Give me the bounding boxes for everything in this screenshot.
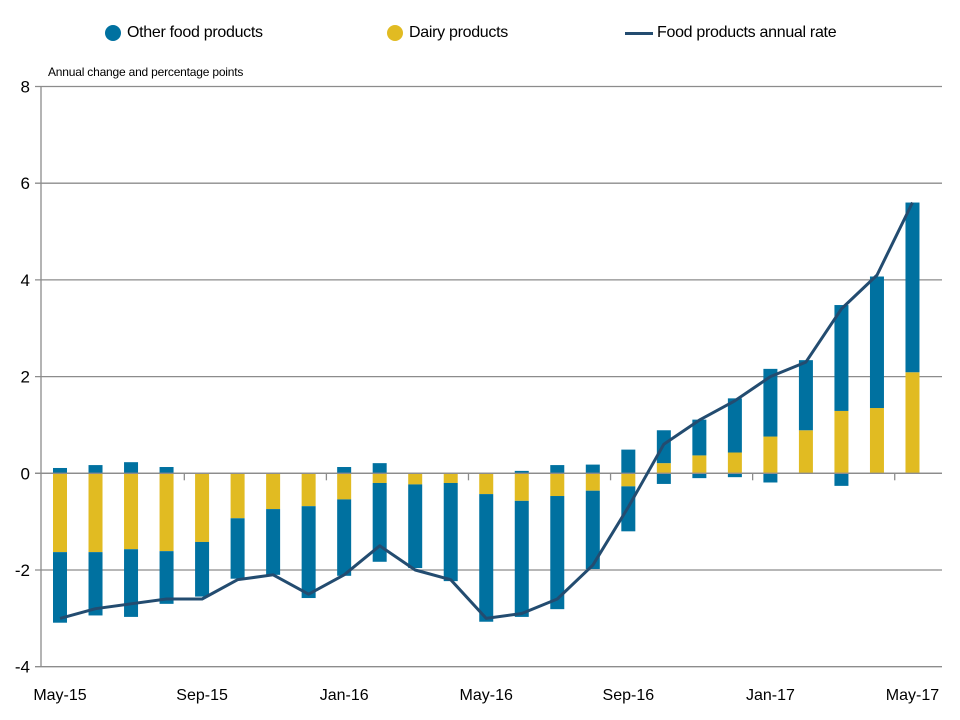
y-axis-unit-label: Annual change and percentage points — [48, 65, 244, 79]
x-tick-label: Jan-16 — [320, 687, 369, 704]
x-tick-label: May-16 — [460, 687, 513, 704]
bar-other-food — [159, 467, 174, 474]
bar-other-food — [514, 470, 529, 474]
x-tick-label: May-15 — [33, 687, 86, 704]
bar-other-food — [266, 509, 281, 575]
legend-item-other-food: Other food products — [105, 24, 263, 42]
bar-other-food — [230, 518, 245, 579]
y-tick-label: -2 — [15, 561, 30, 580]
y-axis-ticks: -4 -2 0 2 4 6 8 — [15, 78, 30, 677]
bar-other-food — [763, 473, 778, 483]
x-tick-label: Jan-17 — [746, 687, 795, 704]
bar-other-food — [692, 419, 707, 456]
axes — [35, 86, 942, 667]
bar-other-food — [372, 482, 387, 562]
bar-dairy — [656, 463, 671, 474]
x-tick-label: Sep-16 — [603, 687, 655, 704]
bar-other-food — [88, 552, 103, 616]
bar-other-food — [763, 368, 778, 437]
bar-dairy — [230, 473, 245, 519]
bar-dairy — [124, 473, 139, 550]
y-tick-label: 6 — [21, 174, 30, 193]
bar-dairy — [159, 473, 174, 552]
bar-dairy — [337, 473, 352, 500]
bar-dairy — [621, 473, 636, 487]
bar-other-food — [692, 473, 707, 479]
x-tick-label: May-17 — [886, 687, 939, 704]
bar-other-food — [408, 484, 423, 569]
legend-label-annual-rate: Food products annual rate — [657, 24, 837, 41]
legend-swatch-dairy — [387, 25, 403, 41]
bar-dairy — [763, 436, 778, 474]
bar-dairy — [301, 473, 316, 507]
bar-other-food — [124, 549, 139, 617]
bar-other-food — [159, 551, 174, 604]
bar-dairy — [798, 430, 813, 474]
bar-dairy — [585, 473, 600, 491]
bar-dairy — [88, 473, 103, 553]
bar-dairy — [550, 473, 565, 497]
bar-other-food — [727, 473, 742, 478]
x-tick-label: Sep-15 — [176, 687, 228, 704]
y-tick-label: 2 — [21, 368, 30, 387]
legend-label-other-food: Other food products — [127, 24, 263, 41]
legend-swatch-annual-rate — [625, 31, 653, 35]
legend-label-dairy: Dairy products — [409, 24, 508, 41]
bar-other-food — [88, 465, 103, 474]
bar-other-food — [301, 506, 316, 599]
bar-other-food — [834, 305, 849, 411]
bar-dairy — [53, 473, 67, 553]
bar-dairy — [479, 473, 494, 495]
bar-other-food — [621, 449, 636, 474]
legend-item-dairy: Dairy products — [387, 24, 508, 42]
bar-other-food — [337, 499, 352, 576]
bar-dairy — [905, 372, 920, 474]
y-tick-label: 8 — [21, 78, 30, 97]
bar-other-food — [53, 467, 67, 474]
bar-dairy — [514, 473, 529, 501]
legend-swatch-other-food — [105, 25, 121, 41]
bar-other-food — [372, 463, 387, 474]
bar-other-food — [834, 473, 849, 486]
bar-other-food — [443, 482, 458, 582]
bar-other-food — [798, 360, 813, 431]
bar-other-food — [550, 496, 565, 610]
bar-dairy — [443, 473, 458, 483]
bar-dairy — [727, 452, 742, 474]
bar-dairy — [834, 410, 849, 474]
bar-other-food — [514, 500, 529, 617]
bar-dairy — [266, 473, 281, 510]
bar-other-food — [727, 398, 742, 453]
chart-legend: Other food products Dairy products Food … — [0, 24, 960, 48]
bars — [53, 202, 920, 623]
bar-other-food — [550, 465, 565, 474]
bar-other-food — [656, 473, 671, 484]
annual-rate-line-group — [59, 201, 914, 620]
y-tick-label: 0 — [21, 464, 30, 483]
x-axis-ticks: May-15 Sep-15 Jan-16 May-16 Sep-16 Jan-17 May-… — [33, 687, 939, 704]
bar-other-food — [195, 541, 210, 597]
bar-other-food — [869, 276, 884, 409]
bar-other-food — [53, 552, 67, 623]
bar-dairy — [692, 455, 707, 474]
bar-other-food — [585, 490, 600, 570]
bar-dairy — [372, 473, 387, 483]
bar-dairy — [195, 473, 210, 542]
bar-other-food — [585, 464, 600, 474]
y-tick-label: 4 — [21, 271, 30, 290]
bar-other-food — [337, 467, 352, 474]
bar-other-food — [905, 202, 920, 373]
bar-other-food — [479, 494, 494, 622]
bar-dairy — [869, 408, 884, 474]
y-tick-label: -4 — [15, 658, 30, 677]
bar-dairy — [408, 473, 423, 485]
bar-other-food — [124, 462, 139, 474]
legend-item-annual-rate: Food products annual rate — [625, 24, 837, 42]
